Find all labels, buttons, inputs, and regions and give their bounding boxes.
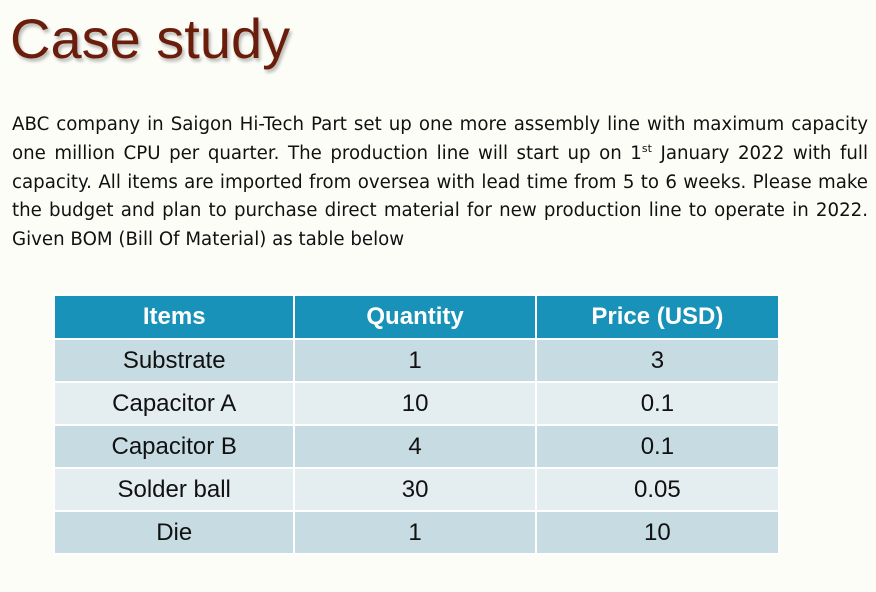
item-price: 0.1 <box>534 381 781 426</box>
item-name: Solder ball <box>52 467 296 512</box>
table-header-row: Items Quantity Price (USD) <box>52 294 781 340</box>
item-quantity: 10 <box>293 381 537 426</box>
item-name: Die <box>52 510 296 555</box>
item-price: 10 <box>534 510 781 555</box>
item-quantity: 30 <box>293 467 537 512</box>
case-description-part-1: ABC company in Saigon Hi-Tech Part set u… <box>12 114 868 164</box>
item-price: 0.1 <box>534 424 781 469</box>
ordinal-suffix: st <box>641 141 652 155</box>
item-name: Substrate <box>52 338 296 383</box>
item-quantity: 1 <box>293 510 537 555</box>
table-row: Solder ball 30 0.05 <box>52 467 781 512</box>
case-description: ABC company in Saigon Hi-Tech Part set u… <box>12 111 868 255</box>
item-name: Capacitor B <box>52 424 296 469</box>
item-quantity: 1 <box>293 338 537 383</box>
bom-table: Items Quantity Price (USD) Substrate 1 3… <box>52 294 781 555</box>
slide-title: Case study <box>10 7 291 70</box>
header-price: Price (USD) <box>534 294 781 340</box>
item-price: 3 <box>534 338 781 383</box>
table-row: Substrate 1 3 <box>52 338 781 383</box>
header-quantity: Quantity <box>293 294 537 340</box>
table-row: Capacitor B 4 0.1 <box>52 424 781 469</box>
item-quantity: 4 <box>293 424 537 469</box>
header-items: Items <box>52 294 296 340</box>
item-price: 0.05 <box>534 467 781 512</box>
case-description-part-2: January 2022 with full capacity. All ite… <box>12 142 868 251</box>
table-row: Capacitor A 10 0.1 <box>52 381 781 426</box>
table-row: Die 1 10 <box>52 510 781 555</box>
item-name: Capacitor A <box>52 381 296 426</box>
